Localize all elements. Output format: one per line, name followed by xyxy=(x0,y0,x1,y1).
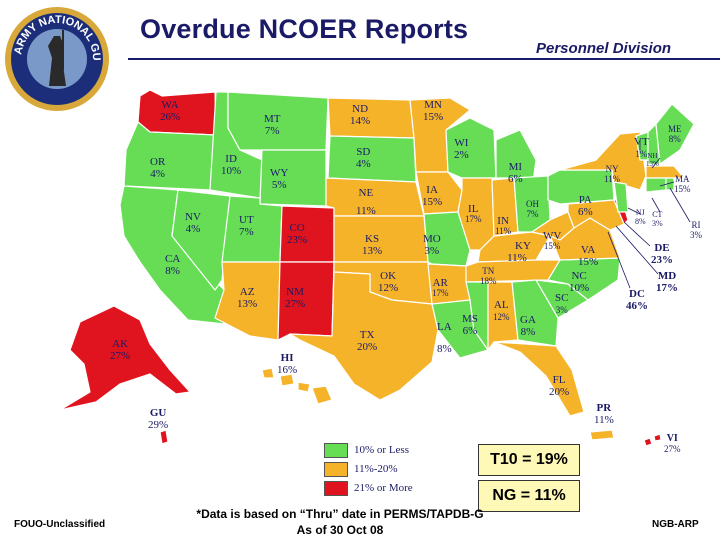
label-ks: KS 13% xyxy=(362,233,383,257)
label-fl: FL 20% xyxy=(549,374,570,398)
label-ms: MS 6% xyxy=(462,313,478,337)
legend-label-mid: 11%-20% xyxy=(354,463,398,475)
label-wv: WV 15% xyxy=(543,230,562,252)
office-label: NGB-ARP xyxy=(652,519,699,530)
label-dc: DC 46% xyxy=(626,288,648,312)
legend-swatch-low xyxy=(324,442,348,458)
army-national-guard-seal-icon: ARMY NATIONAL GUARD xyxy=(4,6,109,111)
label-or: OR 4% xyxy=(150,156,166,180)
label-ne: NE 11% xyxy=(356,187,376,217)
label-id: ID 10% xyxy=(221,153,242,177)
legend-label-low: 10% or Less xyxy=(354,444,409,456)
state-fl xyxy=(493,341,585,417)
label-mo: MO 3% xyxy=(423,233,441,257)
legend-label-high: 21% or More xyxy=(354,482,413,494)
ng-summary-box: NG = 11% xyxy=(478,480,580,512)
label-gu: GU 29% xyxy=(148,407,169,431)
footnote-line-2: As of 30 Oct 08 xyxy=(296,523,384,537)
label-ok: OK 12% xyxy=(378,270,399,294)
legend-item-high: 21% or More xyxy=(324,480,413,496)
label-mn: MN 15% xyxy=(423,99,444,123)
label-oh: OH 7% xyxy=(526,199,539,219)
state-nj xyxy=(613,181,629,213)
state-nd xyxy=(327,97,415,139)
state-al xyxy=(487,281,519,351)
label-vt: VT 1% xyxy=(634,136,649,159)
label-sc: SC 3% xyxy=(555,292,569,315)
label-mt: MT 7% xyxy=(264,113,281,137)
footnote-line-1: *Data is based on “Thru” date in PERMS/T… xyxy=(196,507,484,521)
label-wi: WI 2% xyxy=(454,137,469,161)
label-in: IN 11% xyxy=(495,215,512,237)
division-label: Personnel Division xyxy=(536,40,672,57)
label-ma: MA 15% xyxy=(674,174,691,194)
label-wa: WA 26% xyxy=(160,99,181,123)
label-nh: NH 13% xyxy=(646,152,659,168)
state-ga xyxy=(511,279,559,347)
legend-swatch-mid xyxy=(324,461,348,477)
legend-swatch-high xyxy=(324,480,348,496)
label-tn: TN 18% xyxy=(480,266,497,286)
label-ri: RI 3% xyxy=(690,220,702,240)
label-ca: CA 8% xyxy=(165,253,181,277)
label-de: DE 23% xyxy=(651,242,673,266)
label-ut: UT 7% xyxy=(239,214,254,238)
state-ak xyxy=(59,305,191,411)
state-me xyxy=(655,103,695,165)
label-ar: AR 17% xyxy=(432,277,449,299)
label-tx: TX 20% xyxy=(357,329,378,353)
label-ct: CT 3% xyxy=(652,210,663,228)
label-sd: SD 4% xyxy=(356,146,371,170)
label-az: AZ 13% xyxy=(237,286,258,310)
label-me: ME 8% xyxy=(668,124,682,144)
label-la: LA 8% xyxy=(437,321,452,355)
state-hi xyxy=(261,367,333,405)
label-il: IL 17% xyxy=(465,203,482,225)
label-va: VA 15% xyxy=(578,244,599,268)
label-ia: IA 15% xyxy=(422,184,443,208)
label-nv: NV 4% xyxy=(185,211,201,235)
label-ky: KY 11% xyxy=(507,240,531,264)
legend-item-mid: 11%-20% xyxy=(324,461,398,477)
label-pa: PA 6% xyxy=(578,194,593,218)
state-ms xyxy=(465,281,489,351)
label-nd: ND 14% xyxy=(350,103,371,127)
label-al: AL 12% xyxy=(493,299,510,322)
page-title: Overdue NCOER Reports xyxy=(140,14,469,44)
legend-item-low: 10% or Less xyxy=(324,442,409,458)
label-mi: MI 6% xyxy=(508,161,523,185)
territory-vi xyxy=(643,433,662,447)
data-footnote: *Data is based on “Thru” date in PERMS/T… xyxy=(190,506,490,538)
state-ri xyxy=(665,177,675,191)
territory-gu xyxy=(159,429,169,445)
label-ny: NY 11% xyxy=(604,164,621,184)
label-vi: VI 27% xyxy=(664,433,681,455)
t10-summary-box: T10 = 19% xyxy=(478,444,580,476)
label-hi: HI 16% xyxy=(277,352,298,376)
state-sd xyxy=(327,135,417,183)
label-ak: AK 27% xyxy=(110,338,131,362)
state-tx xyxy=(289,271,439,401)
label-nj: NJ 8% xyxy=(635,208,646,226)
label-md: MD 17% xyxy=(656,270,678,294)
title-divider xyxy=(128,58,720,60)
classification-label: FOUO-Unclassified xyxy=(14,519,106,530)
territory-pr xyxy=(589,429,615,441)
label-nc: NC 10% xyxy=(569,270,590,294)
label-ga: GA 8% xyxy=(520,314,536,338)
label-nm: NM 27% xyxy=(285,286,306,310)
label-wy: WY 5% xyxy=(270,167,289,191)
label-pr: PR 11% xyxy=(594,402,614,426)
state-nv xyxy=(171,189,231,291)
label-co: CO 23% xyxy=(287,222,308,246)
state-ma xyxy=(645,165,685,179)
